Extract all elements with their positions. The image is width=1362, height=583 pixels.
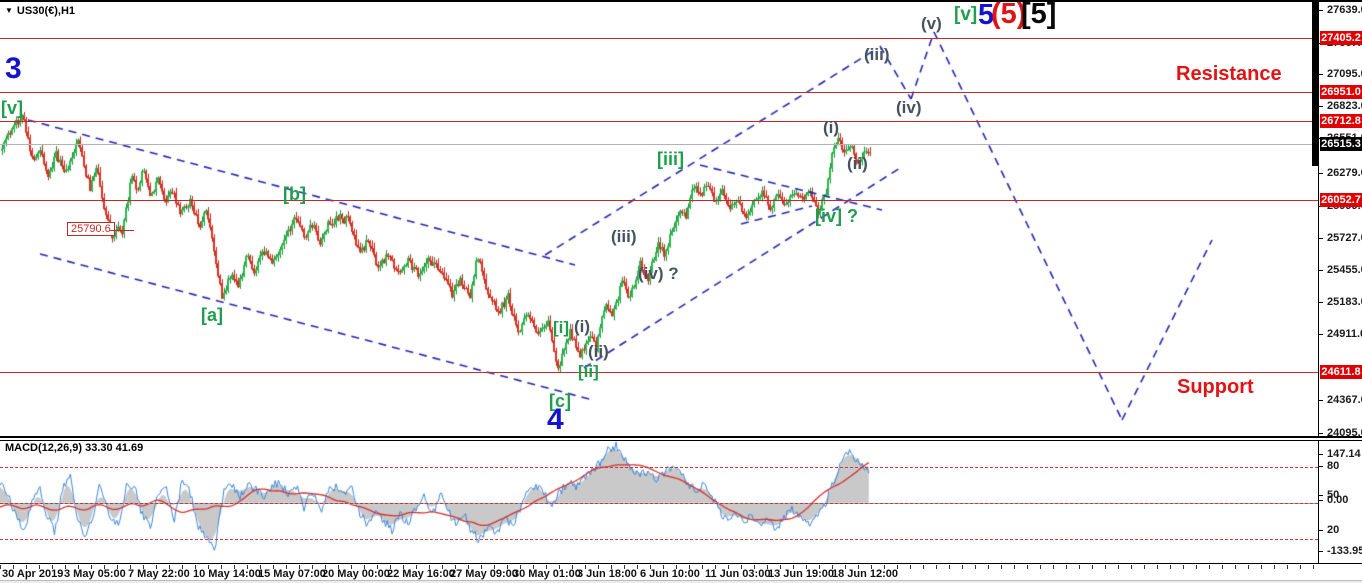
price-axis-tick: [1319, 106, 1323, 107]
wave-label: (ii): [847, 154, 868, 173]
price-axis-label: 26279.0: [1327, 167, 1362, 179]
time-axis-label: 7 May 22:00: [128, 568, 190, 580]
symbol-title-label: US30(€),H1: [16, 5, 75, 17]
price-callout-label: 25790.6: [67, 222, 115, 236]
price-axis-tick: [1319, 433, 1323, 434]
current-price-line: [0, 144, 1318, 145]
price-axis-tick: [1319, 173, 1323, 174]
wave-label: [ii]: [578, 362, 599, 381]
price-axis-label: 24911.0: [1327, 328, 1362, 340]
macd-axis-tick: [1319, 551, 1323, 552]
macd-axis-tick: [1319, 530, 1323, 531]
macd-axis-label: 80: [1327, 460, 1340, 472]
price-axis-label: 24367.0: [1327, 394, 1362, 406]
wave-label: [5]: [1021, 0, 1057, 30]
price-axis-label: 25455.0: [1327, 264, 1362, 276]
time-axis-label: 6 Jun 10:00: [640, 568, 700, 580]
time-axis-label: 18 Jun 12:00: [832, 568, 899, 580]
current-price-badge: 26515.3: [1320, 137, 1362, 151]
macd-level-line: [0, 539, 1318, 540]
wave-label: [i]: [553, 318, 570, 337]
price-axis-tick: [1319, 400, 1323, 401]
time-axis-label: 3 Jun 18:00: [577, 568, 637, 580]
price-axis-label: 27639.0: [1327, 4, 1362, 16]
time-axis-label: 13 Jun 19:00: [768, 568, 835, 580]
macd-axis-label: -133.95: [1327, 545, 1362, 557]
symbol-title[interactable]: ▼ US30(€),H1: [5, 5, 75, 17]
macd-level-line: [0, 467, 1318, 468]
wave-label: (i): [574, 317, 591, 336]
right-edge-black-bar: [1312, 2, 1319, 166]
wave-label: [v]: [1, 98, 23, 118]
price-axis-tick: [1319, 10, 1323, 11]
time-axis-label: 30 Apr 2019: [2, 568, 64, 580]
price-axis-tick: [1319, 334, 1323, 335]
wave-label: [iii]: [657, 149, 684, 169]
wave-label: [a]: [201, 305, 223, 325]
time-axis-label: 22 May 16:00: [387, 568, 455, 580]
macd-indicator-label: MACD(12,26,9) 33.30 41.69: [5, 442, 144, 454]
wave-label: [iv] ?: [815, 206, 858, 226]
resistance-support-line[interactable]: [0, 372, 1318, 373]
wave-label: 4: [547, 403, 564, 436]
time-axis-label: 27 May 09:00: [450, 568, 518, 580]
wave-label: (iv): [896, 98, 922, 117]
time-axis-label: 3 May 05:00: [64, 568, 126, 580]
price-axis-tick: [1319, 74, 1323, 75]
time-axis-label: 11 Jun 03:00: [705, 568, 771, 580]
dropdown-triangle-icon[interactable]: ▼: [5, 6, 13, 15]
price-chart-canvas[interactable]: [0, 2, 1320, 580]
macd-level-line: [0, 503, 1318, 504]
price-axis-label: 27095.0: [1327, 68, 1362, 80]
time-axis-label: 15 May 07:00: [258, 568, 326, 580]
price-axis-label: 26823.0: [1327, 100, 1362, 112]
wave-label: (iii): [611, 227, 637, 246]
wave-label: [c]: [549, 391, 571, 411]
wave-label: [b]: [283, 184, 306, 204]
bottom-strip: [0, 580, 1362, 583]
level-price-badge: 24611.8: [1320, 365, 1362, 379]
time-axis[interactable]: 30 Apr 2019 3 May 05:00 7 May 22:00 10 May …: [0, 563, 1362, 581]
macd-axis-tick: [1319, 466, 1323, 467]
level-price-badge: 27405.2: [1320, 31, 1362, 45]
time-axis-label: 10 May 14:00: [193, 568, 261, 580]
price-axis-label: 25727.0: [1327, 232, 1362, 244]
resistance-label: Resistance: [1176, 63, 1282, 85]
wave-label: (ii): [588, 342, 609, 361]
price-axis-tick: [1319, 238, 1323, 239]
price-axis-label: 25183.0: [1327, 296, 1362, 308]
wave-label: (iii): [864, 45, 890, 64]
level-price-badge: 26052.7: [1320, 193, 1362, 207]
resistance-support-line[interactable]: [0, 200, 1318, 201]
macd-axis-tick: [1319, 500, 1323, 501]
price-axis-tick: [1319, 270, 1323, 271]
wave-label: (v): [921, 14, 942, 33]
resistance-support-line[interactable]: [0, 92, 1318, 93]
wave-label: (i): [823, 118, 840, 137]
macd-axis-label: 20: [1327, 524, 1340, 536]
time-axis-label: 20 May 00:00: [322, 568, 390, 580]
wave-label: [v]: [954, 4, 978, 25]
price-axis[interactable]: 27639.027367.027095.026823.026551.026279…: [1318, 2, 1362, 580]
price-axis-tick: [1319, 302, 1323, 303]
time-axis-ticks: [0, 565, 1318, 569]
wave-label: (iv) ?: [638, 264, 679, 283]
macd-axis-label: 0.00: [1327, 494, 1349, 506]
time-axis-label: 30 May 01:00: [513, 568, 581, 580]
pane-separator[interactable]: [0, 436, 1362, 441]
level-price-badge: 26951.0: [1320, 85, 1362, 99]
wave-label: 5: [978, 0, 995, 31]
support-label: Support: [1177, 376, 1254, 398]
macd-axis-tick: [1319, 454, 1323, 455]
macd-axis-tick: [1319, 495, 1323, 496]
level-price-badge: 26712.8: [1320, 114, 1362, 128]
price-callout-line: [110, 230, 134, 231]
resistance-support-line[interactable]: [0, 121, 1318, 122]
macd-axis-label: 147.14: [1327, 448, 1361, 460]
macd-axis-label: 50: [1327, 489, 1340, 501]
wave-label: (5): [991, 0, 1027, 30]
wave-label: 3: [5, 52, 22, 85]
resistance-support-line[interactable]: [0, 38, 1318, 39]
